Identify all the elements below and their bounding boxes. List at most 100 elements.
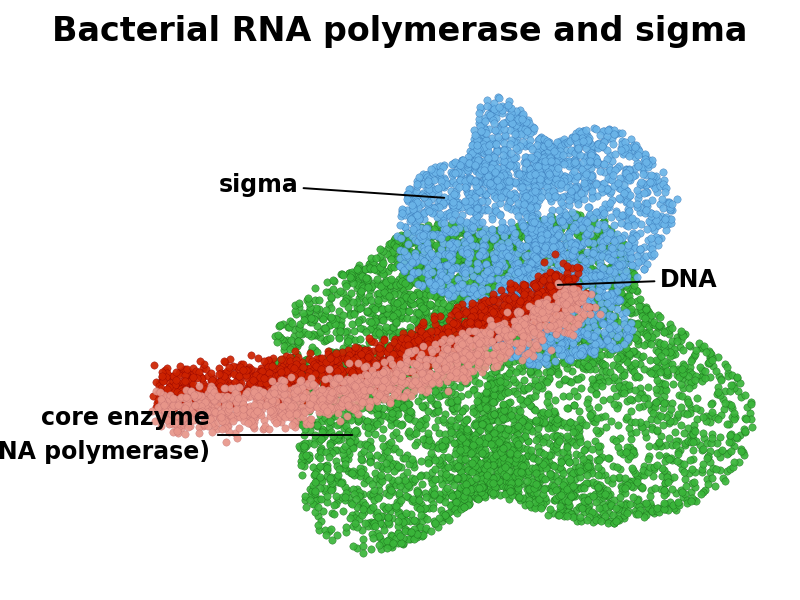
Point bbox=[412, 322, 425, 332]
Point bbox=[494, 278, 506, 288]
Point bbox=[496, 425, 509, 435]
Point bbox=[437, 460, 450, 470]
Point bbox=[394, 363, 407, 373]
Point bbox=[188, 370, 201, 379]
Point bbox=[535, 266, 548, 276]
Point bbox=[408, 214, 421, 223]
Point bbox=[658, 485, 671, 495]
Point bbox=[526, 487, 539, 496]
Point bbox=[370, 475, 382, 484]
Point bbox=[640, 307, 653, 316]
Point bbox=[578, 357, 590, 367]
Point bbox=[390, 368, 402, 377]
Point bbox=[369, 370, 382, 380]
Point bbox=[521, 289, 534, 298]
Point bbox=[398, 524, 411, 534]
Point bbox=[531, 217, 544, 227]
Point bbox=[474, 315, 487, 325]
Point bbox=[563, 391, 576, 400]
Point bbox=[536, 307, 549, 316]
Point bbox=[298, 388, 311, 398]
Point bbox=[542, 162, 554, 172]
Point bbox=[609, 256, 622, 265]
Point bbox=[381, 347, 394, 356]
Point bbox=[355, 377, 368, 386]
Point bbox=[663, 198, 676, 208]
Point bbox=[595, 314, 608, 323]
Point bbox=[544, 268, 557, 278]
Point bbox=[336, 492, 349, 502]
Point bbox=[478, 205, 491, 215]
Point bbox=[457, 353, 470, 363]
Point bbox=[564, 333, 577, 343]
Point bbox=[529, 298, 542, 308]
Point bbox=[225, 382, 238, 392]
Point bbox=[396, 327, 409, 337]
Point bbox=[412, 351, 425, 361]
Point bbox=[601, 301, 614, 310]
Point bbox=[289, 392, 302, 402]
Point bbox=[412, 289, 425, 298]
Point bbox=[220, 370, 233, 380]
Point bbox=[445, 415, 458, 424]
Point bbox=[412, 493, 425, 502]
Point bbox=[597, 359, 610, 369]
Point bbox=[560, 301, 573, 310]
Point bbox=[534, 164, 547, 174]
Point bbox=[375, 260, 388, 269]
Point bbox=[277, 390, 290, 400]
Point bbox=[418, 214, 430, 224]
Point bbox=[274, 367, 287, 376]
Point bbox=[651, 364, 664, 373]
Point bbox=[429, 354, 442, 364]
Point bbox=[596, 233, 609, 242]
Point bbox=[543, 401, 556, 410]
Point bbox=[651, 503, 664, 513]
Point bbox=[346, 349, 358, 358]
Point bbox=[516, 284, 529, 294]
Point bbox=[522, 436, 534, 446]
Point bbox=[498, 304, 511, 314]
Point bbox=[630, 495, 643, 505]
Point bbox=[322, 363, 335, 373]
Point bbox=[543, 299, 556, 309]
Point bbox=[512, 426, 525, 436]
Point bbox=[264, 402, 277, 412]
Point bbox=[515, 339, 528, 349]
Point bbox=[549, 279, 562, 289]
Point bbox=[612, 278, 625, 287]
Point bbox=[566, 173, 578, 182]
Point bbox=[612, 356, 625, 366]
Point bbox=[617, 262, 630, 271]
Point bbox=[687, 495, 700, 505]
Point bbox=[455, 427, 468, 437]
Point bbox=[670, 488, 682, 498]
Point bbox=[661, 470, 674, 479]
Point bbox=[539, 357, 552, 367]
Point bbox=[395, 341, 408, 351]
Point bbox=[538, 342, 550, 352]
Point bbox=[522, 470, 534, 479]
Point bbox=[464, 487, 477, 497]
Point bbox=[494, 312, 506, 322]
Point bbox=[511, 133, 524, 142]
Point bbox=[503, 241, 516, 251]
Point bbox=[614, 296, 627, 305]
Point bbox=[597, 395, 610, 405]
Point bbox=[282, 397, 295, 407]
Point bbox=[421, 240, 434, 250]
Point bbox=[490, 307, 503, 317]
Point bbox=[522, 154, 534, 163]
Point bbox=[514, 320, 527, 330]
Point bbox=[734, 430, 746, 439]
Point bbox=[292, 380, 305, 389]
Point bbox=[530, 202, 542, 212]
Point bbox=[564, 280, 577, 290]
Point bbox=[260, 396, 273, 406]
Point bbox=[613, 128, 626, 138]
Point bbox=[463, 257, 476, 266]
Point bbox=[398, 265, 410, 275]
Point bbox=[184, 421, 197, 431]
Point bbox=[382, 307, 394, 317]
Point bbox=[572, 282, 585, 292]
